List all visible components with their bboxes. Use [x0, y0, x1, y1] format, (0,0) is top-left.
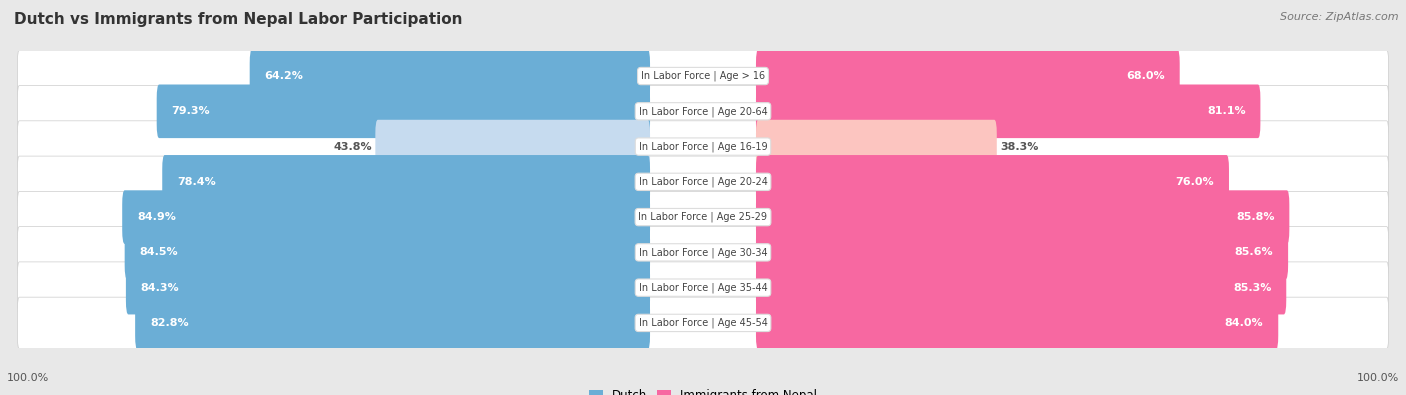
Text: 85.3%: 85.3% [1233, 283, 1271, 293]
Text: 38.3%: 38.3% [1001, 141, 1039, 152]
FancyBboxPatch shape [250, 49, 650, 103]
Text: In Labor Force | Age 35-44: In Labor Force | Age 35-44 [638, 282, 768, 293]
Legend: Dutch, Immigrants from Nepal: Dutch, Immigrants from Nepal [583, 384, 823, 395]
Text: 79.3%: 79.3% [172, 106, 209, 116]
Text: 78.4%: 78.4% [177, 177, 215, 187]
FancyBboxPatch shape [756, 190, 1289, 244]
Text: 84.9%: 84.9% [136, 212, 176, 222]
Text: 76.0%: 76.0% [1175, 177, 1215, 187]
FancyBboxPatch shape [756, 155, 1229, 209]
Text: 85.6%: 85.6% [1234, 247, 1274, 258]
Text: 84.0%: 84.0% [1225, 318, 1264, 328]
FancyBboxPatch shape [756, 296, 1278, 350]
FancyBboxPatch shape [17, 262, 1389, 313]
FancyBboxPatch shape [17, 227, 1389, 278]
Text: In Labor Force | Age 30-34: In Labor Force | Age 30-34 [638, 247, 768, 258]
FancyBboxPatch shape [756, 49, 1180, 103]
Text: 100.0%: 100.0% [7, 373, 49, 383]
FancyBboxPatch shape [756, 85, 1260, 138]
Text: 64.2%: 64.2% [264, 71, 304, 81]
Text: In Labor Force | Age 20-24: In Labor Force | Age 20-24 [638, 177, 768, 187]
FancyBboxPatch shape [17, 86, 1389, 137]
FancyBboxPatch shape [17, 156, 1389, 208]
Text: In Labor Force | Age 25-29: In Labor Force | Age 25-29 [638, 212, 768, 222]
Text: In Labor Force | Age 16-19: In Labor Force | Age 16-19 [638, 141, 768, 152]
FancyBboxPatch shape [125, 226, 650, 279]
FancyBboxPatch shape [17, 297, 1389, 349]
Text: 100.0%: 100.0% [1357, 373, 1399, 383]
FancyBboxPatch shape [122, 190, 650, 244]
FancyBboxPatch shape [135, 296, 650, 350]
Text: 68.0%: 68.0% [1126, 71, 1166, 81]
Text: In Labor Force | Age 45-54: In Labor Force | Age 45-54 [638, 318, 768, 328]
FancyBboxPatch shape [17, 121, 1389, 172]
Text: 84.5%: 84.5% [139, 247, 179, 258]
FancyBboxPatch shape [756, 120, 997, 173]
Text: 85.8%: 85.8% [1236, 212, 1275, 222]
Text: 81.1%: 81.1% [1206, 106, 1246, 116]
FancyBboxPatch shape [756, 261, 1286, 314]
FancyBboxPatch shape [162, 155, 650, 209]
FancyBboxPatch shape [756, 226, 1288, 279]
Text: 43.8%: 43.8% [333, 141, 371, 152]
Text: 82.8%: 82.8% [150, 318, 188, 328]
Text: In Labor Force | Age 20-64: In Labor Force | Age 20-64 [638, 106, 768, 117]
Text: Source: ZipAtlas.com: Source: ZipAtlas.com [1281, 12, 1399, 22]
FancyBboxPatch shape [156, 85, 650, 138]
Text: 84.3%: 84.3% [141, 283, 180, 293]
FancyBboxPatch shape [17, 191, 1389, 243]
Text: Dutch vs Immigrants from Nepal Labor Participation: Dutch vs Immigrants from Nepal Labor Par… [14, 12, 463, 27]
FancyBboxPatch shape [127, 261, 650, 314]
Text: In Labor Force | Age > 16: In Labor Force | Age > 16 [641, 71, 765, 81]
FancyBboxPatch shape [375, 120, 650, 173]
FancyBboxPatch shape [17, 50, 1389, 102]
